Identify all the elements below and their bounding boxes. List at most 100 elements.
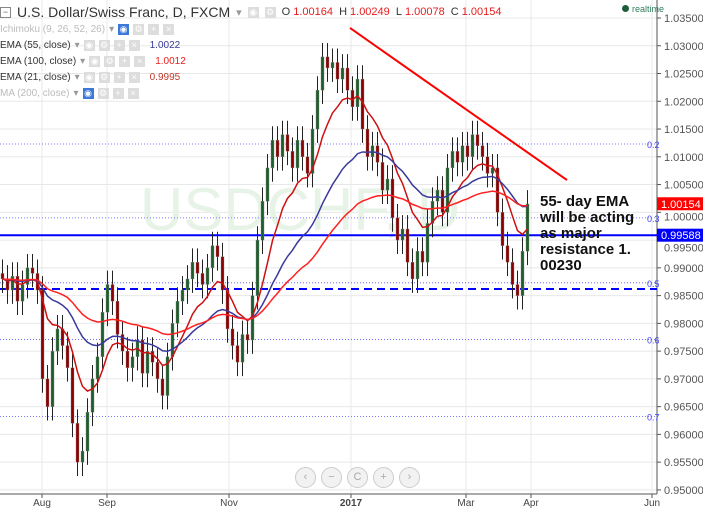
candle-body [430,201,435,224]
candle-body [330,62,335,69]
candle-body [255,239,260,296]
collapse-icon[interactable]: − [0,6,11,18]
x-tick-label: 2017 [340,498,363,509]
chevron-down-icon[interactable]: ▾ [80,56,86,67]
gear-icon[interactable]: ⚙ [104,56,116,67]
candle-body [475,134,480,146]
indicator-row[interactable]: EMA (100, close) ▾ ◉ ⚙ + × 1.0012 [0,54,505,69]
eye-icon[interactable]: ◉ [247,6,259,18]
x-tick-label: Sep [98,498,116,509]
nav-button[interactable]: + [373,467,394,488]
gear-icon[interactable]: ⚙ [133,24,145,35]
candle-body [465,145,470,157]
candle-body [510,262,515,285]
candle-body [125,350,130,368]
candle-body [200,273,205,285]
y-tick-label: 1.00500 [664,180,703,192]
candle-body [80,450,85,463]
candle-body [305,156,310,174]
gear-icon[interactable]: ⚙ [98,72,110,83]
fib-level-label: 0.3 [647,214,660,224]
close-icon[interactable]: × [128,72,140,83]
indicator-row[interactable]: EMA (55, close) ▾ ◉ ⚙ + × 1.0022 [0,38,505,53]
candle-body [25,267,30,285]
candle-body [145,350,150,374]
indicator-value: 0.9995 [149,72,181,83]
chevron-down-icon[interactable]: ▾ [74,72,80,83]
candle-body [70,367,75,424]
plus-icon[interactable]: + [148,24,160,35]
plus-icon[interactable]: + [113,72,125,83]
candle-body [450,151,455,169]
eye-icon[interactable]: ◉ [83,40,95,51]
eye-icon[interactable]: ◉ [83,72,95,83]
close-icon[interactable]: × [128,40,140,51]
y-tick-label: 1.02000 [664,96,703,108]
candle-body [435,189,440,202]
plus-icon[interactable]: + [113,40,125,51]
indicator-value: 1.0022 [149,40,181,51]
plus-icon[interactable]: + [112,88,124,99]
plus-icon[interactable]: + [119,56,131,67]
candle-body [155,362,160,380]
ema100-line [2,190,528,336]
candle-body [105,284,110,313]
candle-body [365,128,370,157]
candle-body [515,284,520,296]
x-tick-label: Nov [220,498,238,509]
indicator-row[interactable]: EMA (21, close) ▾ ◉ ⚙ + × 0.9995 [0,70,505,85]
chart-navigation: ‹ − C + › [295,467,420,488]
eye-icon[interactable]: ◉ [82,88,94,99]
eye-icon[interactable]: ◉ [118,24,130,35]
candle-body [300,139,305,157]
chevron-down-icon[interactable]: ▾ [74,40,80,51]
candle-body [195,262,200,274]
y-tick-label: 0.98500 [664,291,703,303]
gear-icon[interactable]: ⚙ [97,88,109,99]
chevron-down-icon[interactable]: ▾ [236,6,242,19]
y-tick-label: 1.03500 [664,13,703,25]
close-icon[interactable]: × [127,88,139,99]
nav-button[interactable]: › [399,467,420,488]
candle-body [50,350,55,407]
candle-body [440,189,445,213]
candle-body [160,378,165,396]
candle-body [180,289,185,302]
candle-body [320,56,325,91]
y-tick-label: 0.96000 [664,429,703,441]
candle-body [420,250,425,263]
chevron-down-icon[interactable]: ▾ [109,24,115,35]
support-price-tag-label: 0.99588 [661,230,701,242]
candle-body [425,223,430,263]
annotation-text: 55- day EMA will be acting as major resi… [540,193,635,274]
y-tick-label: 1.00000 [664,211,703,223]
y-tick-label: 0.99500 [664,243,703,255]
indicator-row[interactable]: MA (200, close) ▾ ◉ ⚙ + × [0,86,505,101]
y-tick-label: 0.97000 [664,374,703,386]
close-icon[interactable]: × [134,56,146,67]
eye-icon[interactable]: ◉ [89,56,101,67]
symbol-title[interactable]: U.S. Dollar/Swiss Franc, D, FXCM [17,4,231,20]
candle-body [215,245,220,257]
close-icon[interactable]: × [163,24,175,35]
ema21-line [2,94,529,392]
candle-body [280,134,285,157]
gear-icon[interactable]: ⚙ [98,40,110,51]
nav-button[interactable]: − [321,467,342,488]
y-tick-label: 0.97500 [664,346,703,358]
y-tick-label: 1.02500 [664,69,703,81]
gear-icon[interactable]: ⚙ [264,6,276,18]
nav-button[interactable]: C [347,467,368,488]
indicator-row[interactable]: Ichimoku (9, 26, 52, 26) ▾ ◉ ⚙ + × [0,22,505,37]
indicator-label: Ichimoku (9, 26, 52, 26) [0,24,106,35]
candle-body [245,334,250,341]
chevron-down-icon[interactable]: ▾ [73,88,79,99]
trendline [349,27,568,181]
y-tick-label: 0.98000 [664,318,703,330]
candle-body [500,212,505,246]
candle-body [205,267,210,285]
indicator-label: EMA (21, close) [0,72,71,83]
nav-button[interactable]: ‹ [295,467,316,488]
candle-body [375,145,380,163]
